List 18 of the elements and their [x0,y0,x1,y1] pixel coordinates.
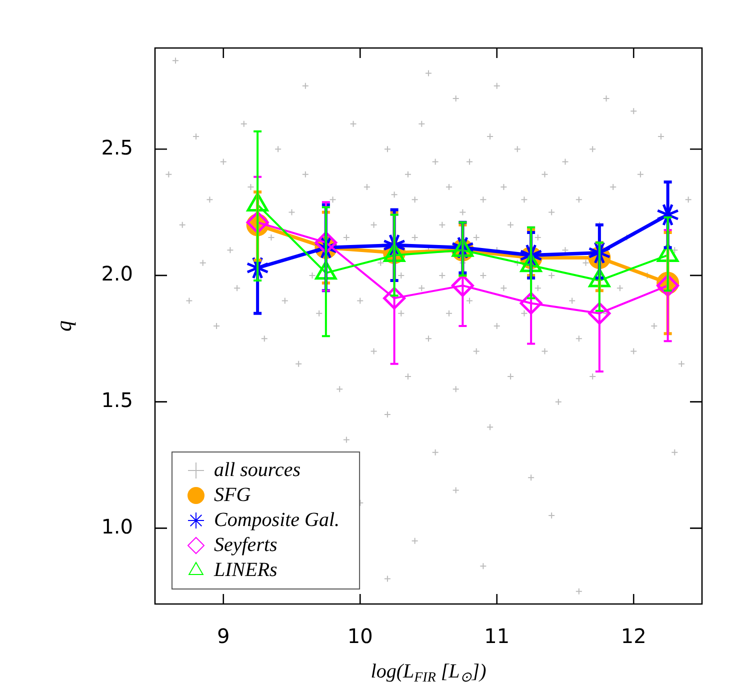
x-tick-label: 12 [620,624,646,648]
point [656,203,680,226]
y-axis-title: q [50,320,76,332]
legend-label: Composite Gal. [214,508,340,531]
y-tick-label: 1.5 [101,388,133,412]
legend-label: Seyferts [214,534,278,556]
x-tick-label: 10 [347,624,373,648]
x-tick-label: 11 [484,624,510,648]
y-tick-label: 2.5 [101,135,133,160]
point [520,292,542,315]
point [383,286,406,310]
x-tick-label: 9 [217,624,230,648]
point [588,302,611,325]
legend-label: LINERs [213,558,278,581]
legend-label: all sources [214,458,301,481]
y-tick-label: 2.0 [101,262,133,286]
y-tick-label: 1.0 [101,514,133,538]
legend-label: SFG [214,484,252,506]
